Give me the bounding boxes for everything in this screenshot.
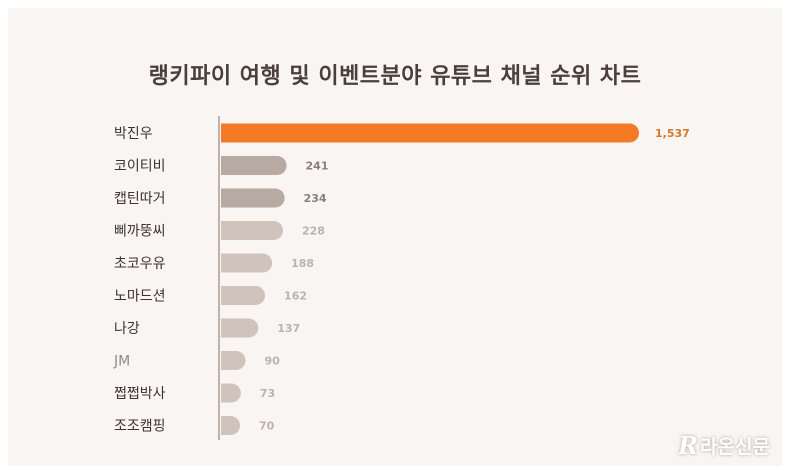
category-label: 쩝쩝박사 (114, 386, 166, 402)
watermark-text: 라온신문 (700, 436, 770, 458)
category-label: 박진우 (114, 126, 153, 142)
value-label: 73 (260, 387, 275, 400)
chart-card (8, 8, 782, 466)
category-label: 노마드션 (114, 289, 166, 305)
bar (221, 123, 639, 143)
bar (221, 286, 266, 305)
bar-base (221, 383, 231, 403)
category-label: 코이티비 (114, 159, 166, 175)
value-label: 137 (277, 322, 300, 335)
category-label: 초코우유 (114, 256, 166, 272)
raon-logo-icon: R (678, 431, 699, 460)
value-label: 1,537 (655, 127, 690, 140)
bar-base (221, 253, 231, 273)
value-label: 228 (302, 225, 325, 238)
bar-base (221, 156, 231, 175)
value-label: 90 (264, 355, 280, 368)
bar-base (221, 318, 231, 338)
value-label: 241 (306, 160, 329, 173)
bar (221, 221, 284, 240)
category-label: 조조캠핑 (114, 419, 166, 435)
category-label: 삐까뚱씨 (114, 224, 166, 240)
bar-base (221, 286, 231, 305)
category-label: 나강 (114, 321, 140, 337)
value-label: 234 (304, 192, 327, 205)
value-label: 188 (291, 257, 314, 270)
category-label: 캡틴따거 (114, 191, 166, 207)
bar-base (221, 416, 231, 435)
bar (221, 253, 273, 273)
watermark: R 라온신문 (678, 431, 770, 460)
bar (221, 188, 285, 208)
category-label: JM (113, 354, 130, 370)
bar-base (221, 123, 231, 143)
bar (221, 156, 287, 175)
value-label: 70 (259, 420, 275, 433)
value-label: 162 (284, 290, 307, 303)
bar-base (221, 188, 231, 208)
chart-title: 랭키파이 여행 및 이벤트분야 유튜브 채널 순위 차트 (148, 64, 642, 89)
bar-base (221, 221, 231, 240)
bar-base (221, 351, 231, 370)
